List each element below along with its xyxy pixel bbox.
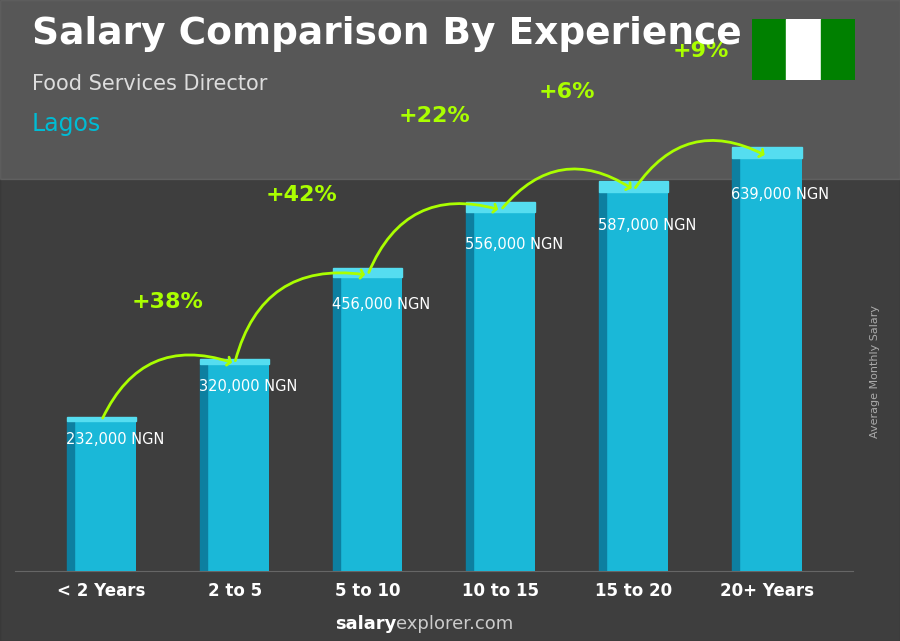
Text: 232,000 NGN: 232,000 NGN	[66, 432, 164, 447]
Text: 639,000 NGN: 639,000 NGN	[731, 187, 829, 202]
Text: +22%: +22%	[399, 106, 470, 126]
Text: +6%: +6%	[539, 82, 596, 102]
Text: 320,000 NGN: 320,000 NGN	[199, 379, 297, 394]
Bar	[466, 212, 473, 571]
Text: +38%: +38%	[132, 292, 204, 312]
Bar	[333, 276, 340, 571]
Bar	[733, 147, 802, 158]
Text: 587,000 NGN: 587,000 NGN	[598, 219, 697, 233]
Bar	[200, 359, 269, 365]
Text: 556,000 NGN: 556,000 NGN	[465, 237, 563, 252]
Bar	[599, 192, 607, 571]
Bar	[333, 269, 402, 276]
Text: explorer.com: explorer.com	[396, 615, 513, 633]
Bar	[821, 19, 855, 80]
Text: salary: salary	[335, 615, 396, 633]
Text: Food Services Director: Food Services Director	[32, 74, 267, 94]
Bar	[200, 365, 269, 571]
Text: Lagos: Lagos	[32, 112, 101, 136]
Text: 456,000 NGN: 456,000 NGN	[332, 297, 430, 312]
Bar	[67, 421, 136, 571]
Bar	[733, 158, 802, 571]
Bar	[200, 365, 207, 571]
Bar	[333, 276, 402, 571]
Bar	[599, 192, 669, 571]
Bar	[466, 202, 536, 212]
Bar	[733, 158, 739, 571]
Bar	[752, 19, 786, 80]
Bar	[466, 212, 536, 571]
Bar	[599, 181, 669, 192]
Text: +42%: +42%	[266, 185, 337, 205]
Text: Average Monthly Salary: Average Monthly Salary	[869, 305, 880, 438]
Text: Salary Comparison By Experience: Salary Comparison By Experience	[32, 16, 742, 52]
Bar	[786, 19, 821, 80]
Bar	[67, 417, 136, 421]
Bar	[67, 421, 74, 571]
Text: +9%: +9%	[672, 41, 729, 61]
